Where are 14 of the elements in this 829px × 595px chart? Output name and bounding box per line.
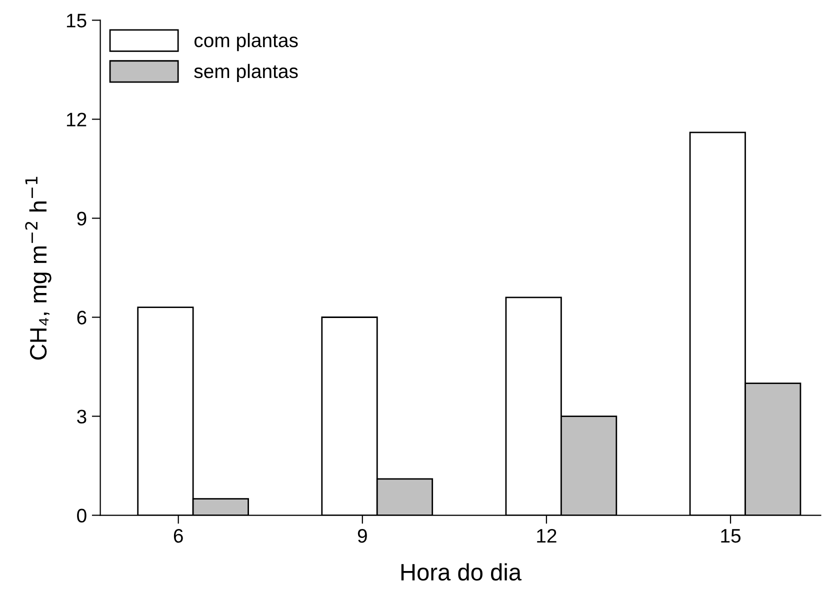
x-tick-label: 15 [721, 529, 741, 543]
x-tick-label: 6 [174, 528, 183, 543]
x-axis-title: Hora do dia [401, 563, 522, 581]
y-tick-label: 3 [77, 410, 86, 424]
y-tick-label: 12 [66, 112, 86, 126]
y-axis-title: CH₄, mg m$^{−2}$ h$^{−1}$ [25, 176, 52, 360]
y-tick-label: 15 [66, 14, 86, 28]
y-tick-label: 6 [77, 310, 86, 324]
x-tick-label: 9 [358, 528, 367, 543]
y-tick-label: 0 [77, 508, 86, 523]
legend-label: com plantas [194, 32, 298, 52]
x-tick-label: 12 [537, 528, 556, 543]
legend-label: sem plantas [194, 64, 298, 82]
y-tick-label: 9 [77, 212, 86, 226]
